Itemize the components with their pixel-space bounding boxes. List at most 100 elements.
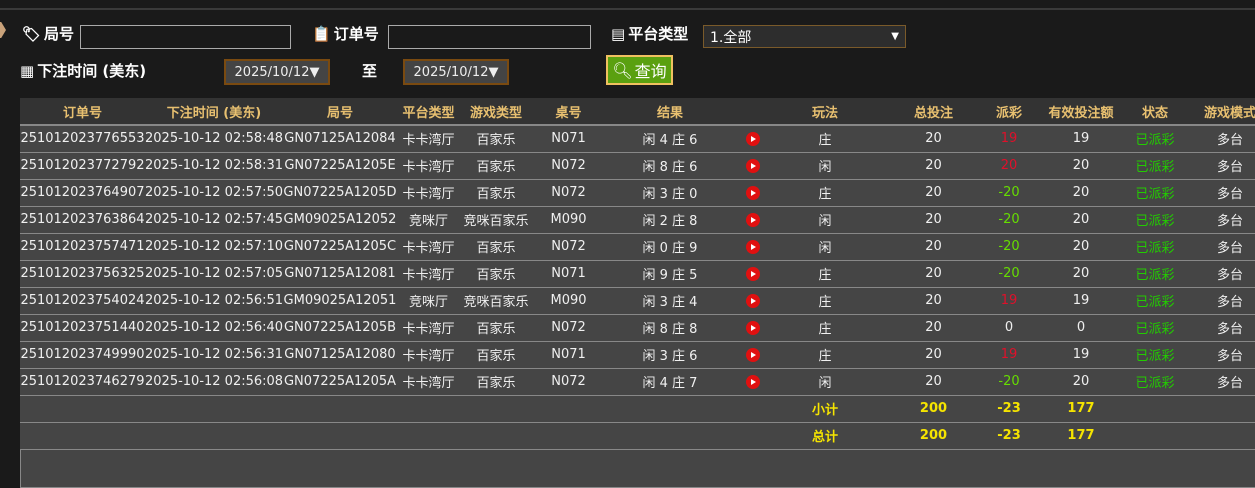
chevron-down-icon: ▼ [891, 31, 899, 42]
result-cell: 闲 0 庄 9 [605, 233, 735, 261]
order-id-cell: 251012023772792 [20, 152, 145, 180]
play-video-icon[interactable] [746, 347, 760, 362]
play-video-icon[interactable] [746, 239, 760, 254]
status-cell: 已派彩 [1132, 233, 1178, 261]
table-row[interactable]: 251012023757471 2025-10-12 02:57:10 GN0722… [20, 233, 1255, 261]
status-cell: 已派彩 [1132, 152, 1178, 180]
order-id-cell: 251012023746279 [20, 368, 145, 396]
server-icon: ▤ [611, 24, 626, 43]
valid-bet-cell: 19 [1030, 287, 1132, 315]
platform-cell: 卡卡湾厅 [397, 260, 460, 288]
valid-bet-cell: 20 [1030, 233, 1132, 261]
bet-type-cell: 庄 [771, 179, 879, 207]
status-cell: 已派彩 [1132, 314, 1178, 342]
valid-bet-cell: 20 [1030, 368, 1132, 396]
total-bet-cell: 20 [879, 287, 988, 315]
bet-time-cell: 2025-10-12 02:56:08 [145, 368, 283, 396]
play-video-icon[interactable] [746, 320, 760, 335]
game-type-cell: 百家乐 [460, 368, 532, 396]
platform-cell: 卡卡湾厅 [397, 179, 460, 207]
bet-time-cell: 2025-10-12 02:56:31 [145, 341, 283, 369]
result-cell: 闲 3 庄 0 [605, 179, 735, 207]
column-header: 总投注 [879, 98, 988, 126]
play-video-icon[interactable] [746, 212, 760, 227]
play-video-icon[interactable] [746, 185, 760, 200]
column-header: 订单号 [20, 98, 145, 126]
sidebar-toggle-icon[interactable] [0, 22, 6, 38]
play-video-icon[interactable] [746, 293, 760, 308]
result-cell: 闲 4 庄 6 [605, 125, 735, 153]
game-type-cell: 百家乐 [460, 233, 532, 261]
round-input[interactable] [80, 25, 291, 49]
table-row[interactable]: 251012023772792 2025-10-12 02:58:31 GN0722… [20, 152, 1255, 180]
empty-cell [20, 395, 145, 423]
order-id-cell: 251012023757471 [20, 233, 145, 261]
dropdown-arrow-icon: ▼ [488, 64, 499, 80]
date-to-select[interactable]: 2025/10/12 ▼ [403, 59, 509, 85]
table-row[interactable]: 251012023756325 2025-10-12 02:57:05 GN0712… [20, 260, 1255, 288]
play-video-icon[interactable] [746, 374, 760, 389]
query-button[interactable]: 🔍︎ 查询 [606, 55, 673, 85]
game-mode-cell: 多台 [1178, 179, 1255, 207]
column-header: 平台类型 [397, 98, 460, 126]
total-bet-cell: 20 [879, 341, 988, 369]
bet-type-cell: 闲 [771, 368, 879, 396]
table-row[interactable]: 251012023754024 2025-10-12 02:56:51 GM0902… [20, 287, 1255, 315]
table-row[interactable]: 251012023764907 2025-10-12 02:57:50 GN0722… [20, 179, 1255, 207]
bet-time-cell: 2025-10-12 02:57:10 [145, 233, 283, 261]
game-type-cell: 竞咪百家乐 [460, 206, 532, 234]
platform-cell: 竞咪厅 [397, 287, 460, 315]
empty-cell [460, 422, 532, 450]
table-id-cell: N071 [532, 125, 605, 153]
bet-records-table: 订单号 下注时间 (美东) 局号 平台类型 游戏类型 桌号 结果 玩法 总投注 派彩 有效投注额 状态… [20, 98, 1255, 450]
play-video-icon[interactable] [746, 158, 760, 173]
calendar-icon: ▦ [20, 61, 35, 80]
column-header: 下注时间 (美东) [145, 98, 283, 126]
top-divider [0, 8, 1255, 10]
order-id-cell: 251012023751440 [20, 314, 145, 342]
bet-time-cell: 2025-10-12 02:57:05 [145, 260, 283, 288]
platform-cell: 卡卡湾厅 [397, 233, 460, 261]
game-mode-cell: 多台 [1178, 341, 1255, 369]
result-cell: 闲 3 庄 4 [605, 287, 735, 315]
order-input[interactable] [388, 25, 591, 49]
valid-bet-cell: 19 [1030, 125, 1132, 153]
date-from-select[interactable]: 2025/10/12 ▼ [224, 59, 330, 85]
column-header: 桌号 [532, 98, 605, 126]
total-bet-cell: 20 [879, 179, 988, 207]
total-bet-cell: 20 [879, 233, 988, 261]
column-header: 状态 [1132, 98, 1178, 126]
table-row[interactable]: 251012023751440 2025-10-12 02:56:40 GN0722… [20, 314, 1255, 342]
play-video-icon[interactable] [746, 266, 760, 281]
payout-cell: 20 [988, 152, 1030, 180]
round-id-cell: GN07125A12081 [283, 260, 397, 288]
game-mode-cell: 多台 [1178, 287, 1255, 315]
order-id-cell: 251012023754024 [20, 287, 145, 315]
table-row[interactable]: 251012023763864 2025-10-12 02:57:45 GM0902… [20, 206, 1255, 234]
replay-cell [735, 233, 771, 261]
empty-cell [20, 422, 145, 450]
empty-cell [145, 422, 283, 450]
table-id-cell: M090 [532, 287, 605, 315]
bet-type-cell: 闲 [771, 233, 879, 261]
bet-time-cell: 2025-10-12 02:57:50 [145, 179, 283, 207]
to-label: 至 [362, 62, 378, 80]
time-label: ▦ 下注时间 (美东) [20, 61, 147, 81]
table-row[interactable]: 251012023746279 2025-10-12 02:56:08 GN0722… [20, 368, 1255, 396]
platform-select[interactable]: 1.全部 ▼ [703, 25, 906, 48]
status-cell: 已派彩 [1132, 287, 1178, 315]
table-row[interactable]: 251012023749990 2025-10-12 02:56:31 GN0712… [20, 341, 1255, 369]
valid-bet-cell: 19 [1030, 341, 1132, 369]
game-type-cell: 百家乐 [460, 125, 532, 153]
tag-icon: 🏷 [22, 24, 42, 43]
column-header: 玩法 [771, 98, 879, 126]
round-id-cell: GN07225A1205D [283, 179, 397, 207]
total-payout: -23 [988, 422, 1030, 450]
table-row[interactable]: 251012023776553 2025-10-12 02:58:48 GN0712… [20, 125, 1255, 153]
bet-time-cell: 2025-10-12 02:56:51 [145, 287, 283, 315]
total-label: 总计 [771, 422, 879, 450]
payout-cell: -20 [988, 260, 1030, 288]
play-video-icon[interactable] [746, 131, 760, 146]
game-mode-cell: 多台 [1178, 233, 1255, 261]
platform-cell: 竞咪厅 [397, 206, 460, 234]
